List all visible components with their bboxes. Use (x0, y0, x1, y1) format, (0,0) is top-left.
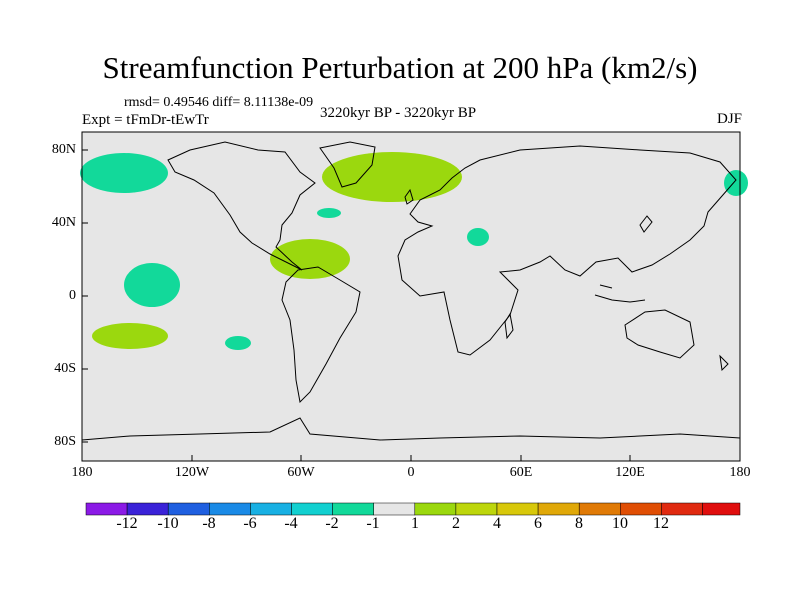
lon-label-180e: 180 (729, 465, 751, 480)
coast-south-america (281, 266, 361, 404)
time-period-label: 3220kyr BP - 3220kyr BP (320, 105, 477, 121)
lon-label-60e: 60E (509, 465, 533, 480)
lat-label-40s: 40S (54, 361, 76, 376)
anomaly-east-mediterranean-negative (467, 228, 489, 246)
anomaly-north-pacific-negative (80, 153, 168, 193)
coast-japan (639, 215, 653, 233)
colorbar-box-0 (85, 502, 128, 516)
colorbar-label: -2 (325, 515, 339, 532)
anomaly-mid-atlantic-small-negative (317, 208, 341, 218)
colorbar-box-10 (496, 502, 539, 516)
colorbar-box-15 (702, 502, 741, 516)
colorbar-label: 12 (653, 515, 669, 532)
coast-antarctica (81, 417, 741, 441)
colorbar-label: -4 (284, 515, 298, 532)
colorbar-box-4 (250, 502, 292, 516)
colorbar-box-7 (373, 502, 416, 516)
lon-label-60w: 60W (287, 465, 315, 480)
colorbar-box-14 (661, 502, 703, 516)
rmsd-diff-stats: rmsd= 0.49546 diff= 8.11138e-09 (124, 95, 314, 110)
colorbar-label: -8 (202, 515, 216, 532)
lat-label-0: 0 (69, 288, 76, 303)
anomaly-caribbean-atlantic-positive (270, 239, 350, 279)
colorbar (85, 502, 741, 516)
colorbar-label: -1 (366, 515, 380, 532)
anomaly-south-east-pacific-negative (225, 336, 251, 350)
colorbar-label: 10 (612, 515, 628, 532)
colorbar-box-2 (167, 502, 210, 516)
anomaly-layer (80, 152, 748, 350)
anomaly-greenland-north-atlantic-positive (322, 152, 462, 202)
colorbar-label: 4 (493, 515, 501, 532)
colorbar-box-13 (620, 502, 662, 516)
colorbar-label: -10 (157, 515, 179, 532)
lat-label-80n: 80N (51, 142, 76, 157)
coast-australia (624, 309, 695, 359)
colorbar-label: 6 (534, 515, 542, 532)
lon-label-0: 0 (407, 465, 415, 480)
coast-eurasia-africa (397, 145, 737, 356)
lat-label-40n: 40N (51, 215, 76, 230)
season-label: DJF (716, 111, 742, 127)
coast-north-america (167, 141, 316, 271)
lon-label-180w: 180 (71, 465, 93, 480)
colorbar-label: -6 (243, 515, 257, 532)
colorbar-label: -12 (116, 515, 138, 532)
coast-new-zealand (719, 354, 729, 372)
colorbar-label: 2 (452, 515, 460, 532)
colorbar-box-3 (209, 502, 251, 516)
lat-label-80s: 80S (54, 434, 76, 449)
anomaly-east-asia-edge-negative (724, 170, 748, 196)
lon-label-120w: 120W (174, 465, 210, 480)
colorbar-box-12 (578, 502, 621, 516)
coastlines (81, 141, 741, 441)
anomaly-south-pacific-positive (92, 323, 168, 349)
colorbar-box-9 (455, 502, 498, 516)
coast-madagascar (504, 312, 514, 340)
coast-indonesia (594, 284, 646, 303)
coast-greenland (319, 141, 376, 188)
axis-ticks (82, 149, 631, 461)
colorbar-label: 1 (411, 515, 419, 532)
colorbar-box-1 (126, 502, 169, 516)
colorbar-box-5 (291, 502, 333, 516)
plot-title: Streamfunction Perturbation at 200 hPa (… (102, 50, 698, 85)
colorbar-label: 8 (575, 515, 583, 532)
coast-uk (404, 188, 414, 205)
anomaly-tropical-pacific-negative (124, 263, 180, 307)
colorbar-box-8 (414, 502, 457, 516)
colorbar-box-11 (537, 502, 580, 516)
lon-label-120e: 120E (615, 465, 645, 480)
colorbar-box-6 (332, 502, 374, 516)
experiment-label: Expt = tFmDr-tEwTr (82, 112, 209, 128)
